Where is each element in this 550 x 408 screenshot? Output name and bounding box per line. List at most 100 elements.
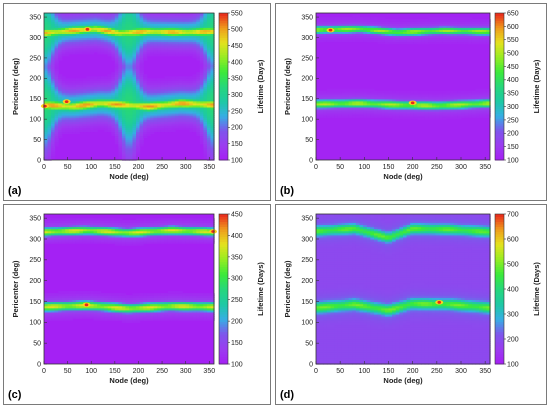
- heat-cell: [114, 92, 119, 96]
- heat-cell: [388, 39, 393, 43]
- heat-cell: [153, 117, 158, 120]
- heat-cell: [206, 37, 212, 41]
- heat-cell: [86, 220, 91, 223]
- heat-cell: [359, 108, 364, 112]
- heat-cell: [185, 96, 190, 100]
- heat-cell: [457, 35, 462, 39]
- heat-cell: [111, 94, 116, 98]
- heat-cell: [125, 33, 130, 37]
- heat-cell: [381, 94, 386, 98]
- heat-cell: [326, 39, 332, 43]
- heat-cell: [406, 35, 411, 39]
- heat-cell: [82, 123, 88, 126]
- heat-cell: [146, 226, 151, 230]
- heat-cell: [323, 37, 328, 41]
- heat-cell: [366, 39, 371, 43]
- heat-cell: [44, 74, 49, 77]
- heat-cell: [107, 41, 112, 45]
- heat-cell: [111, 98, 116, 102]
- heat-cell: [150, 305, 155, 309]
- colorbar-segment: [495, 98, 504, 102]
- heat-cell: [65, 232, 70, 236]
- heat-cell: [435, 102, 440, 106]
- heat-cell: [54, 224, 59, 228]
- heat-cell: [121, 293, 127, 296]
- heat-cell: [323, 23, 328, 26]
- heat-cell: [54, 23, 59, 26]
- heat-cell: [47, 131, 52, 135]
- heat-cell: [410, 113, 415, 116]
- heat-cell: [424, 23, 429, 26]
- heat-cell: [129, 47, 134, 51]
- heat-cell: [150, 131, 155, 135]
- x-tick-label: 50: [64, 164, 72, 171]
- heat-cell: [129, 39, 134, 43]
- heat-cell: [486, 100, 491, 104]
- heat-cell: [160, 51, 166, 55]
- heat-cell: [406, 33, 411, 37]
- heat-cell: [47, 153, 52, 157]
- heat-cell: [486, 102, 491, 106]
- heat-cell: [150, 35, 155, 39]
- heat-cell: [121, 35, 127, 39]
- heat-cell: [167, 90, 173, 94]
- heat-cell: [54, 316, 59, 319]
- heat-cell: [196, 125, 201, 128]
- heat-cell: [121, 88, 127, 92]
- heat-cell: [381, 29, 386, 32]
- heat-cell: [363, 102, 368, 106]
- heat-cell: [403, 37, 408, 41]
- heat-cell: [136, 293, 141, 296]
- heat-cell: [185, 53, 190, 57]
- heat-cell: [406, 106, 411, 110]
- heat-cell: [72, 299, 77, 303]
- heat-cell: [139, 51, 144, 55]
- heat-cell: [121, 17, 127, 20]
- heat-cell: [139, 104, 144, 108]
- heat-cell: [51, 117, 56, 120]
- heat-cell: [334, 23, 339, 26]
- heat-cell: [47, 295, 52, 298]
- heat-cell: [79, 96, 84, 100]
- heat-cell: [118, 74, 123, 77]
- heat-cell: [58, 90, 63, 94]
- heat-cell: [199, 123, 204, 126]
- heat-cell: [75, 21, 81, 24]
- heat-cell: [384, 23, 390, 26]
- heat-cell: [44, 47, 49, 51]
- y-tick-label: 150: [29, 96, 41, 103]
- heat-cell: [111, 49, 116, 53]
- heat-cell: [196, 55, 201, 59]
- heat-cell: [61, 41, 66, 45]
- heat-cell: [199, 31, 204, 35]
- heat-cell: [410, 106, 415, 110]
- colorbar-segment: [219, 93, 228, 97]
- heat-cell: [150, 228, 155, 232]
- heat-cell: [104, 316, 109, 319]
- heat-cell: [136, 220, 141, 223]
- heat-cell: [359, 115, 364, 118]
- heat-cell: [44, 88, 49, 92]
- heat-cell: [316, 98, 321, 102]
- heat-cell: [206, 27, 212, 30]
- heat-cell: [72, 78, 77, 81]
- heat-cell: [97, 241, 102, 244]
- heat-cell: [199, 62, 204, 65]
- heat-cell: [139, 43, 144, 47]
- heat-cell: [65, 39, 70, 43]
- heat-cell: [146, 117, 151, 120]
- heat-cell: [377, 98, 382, 102]
- heat-cell: [421, 37, 426, 41]
- heat-cell: [210, 21, 215, 24]
- heat-cell: [61, 115, 66, 118]
- heat-cell: [97, 45, 102, 49]
- heat-cell: [61, 230, 66, 234]
- heat-cell: [58, 218, 63, 221]
- heat-cell: [136, 13, 141, 16]
- heat-cell: [47, 45, 52, 49]
- heat-cell: [370, 25, 375, 28]
- heat-cell: [114, 102, 119, 106]
- heat-cell: [157, 78, 162, 81]
- heat-cell: [143, 303, 148, 307]
- heat-cell: [121, 25, 127, 28]
